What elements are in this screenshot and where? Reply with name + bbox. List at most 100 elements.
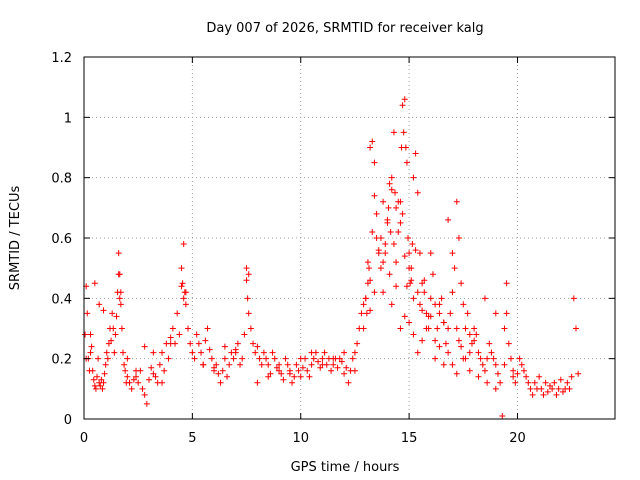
data-point [501,325,508,332]
data-point [380,198,387,205]
data-point [414,189,421,196]
data-point [180,295,187,302]
data-point [176,331,183,338]
data-point [373,210,380,217]
data-point [349,355,356,362]
data-point [267,370,274,377]
data-point [486,340,493,347]
data-point [319,361,326,368]
data-point [393,204,400,211]
data-point [133,367,140,374]
data-point [529,391,536,398]
data-point [224,373,231,380]
data-point [371,289,378,296]
data-point [436,310,443,317]
data-point [557,376,564,383]
data-point [193,331,200,338]
data-point [380,289,387,296]
data-point [540,391,547,398]
data-point [570,295,577,302]
data-point [520,367,527,374]
data-point [330,361,337,368]
data-point [245,310,252,317]
data-point [497,379,504,386]
data-point [165,355,172,362]
data-point [219,367,226,374]
data-point [169,325,176,332]
data-point [112,331,119,338]
data-point [382,241,389,248]
data-point [308,361,315,368]
data-point [555,385,562,392]
data-point [479,361,486,368]
data-point [471,337,478,344]
data-point [386,180,393,187]
data-point [150,349,157,356]
data-point [364,259,371,266]
data-point [399,102,406,109]
data-point [419,337,426,344]
data-point [280,376,287,383]
data-point [338,358,345,365]
x-tick-labels: 0 5 10 15 20 [80,431,526,446]
data-point [133,373,140,380]
data-point [440,361,447,368]
data-point [252,349,259,356]
data-point [111,349,118,356]
data-point [104,355,111,362]
data-point [328,367,335,374]
data-point [97,382,104,389]
data-point [130,376,137,383]
data-point [406,250,413,257]
data-point [445,325,452,332]
data-point [410,295,417,302]
data-point [116,271,123,278]
data-point [256,355,263,362]
data-point [388,301,395,308]
data-point [466,367,473,374]
data-point [494,370,501,377]
x-axis-title: GPS time / hours [291,460,400,475]
data-point [345,379,352,386]
y-tick-label: 1 [64,111,72,126]
x-tick-label: 15 [401,431,418,446]
data-point [527,385,534,392]
data-point [462,325,469,332]
data-point [384,216,391,223]
data-point [490,355,497,362]
data-point [117,289,124,296]
data-point [117,301,124,308]
data-point [139,385,146,392]
data-point [427,250,434,257]
data-point [310,355,317,362]
data-point [217,379,224,386]
data-point [449,361,456,368]
data-point [399,210,406,217]
data-point [544,388,551,395]
data-point [407,280,414,287]
data-point [453,325,460,332]
data-point [82,331,89,338]
x-tick-label: 0 [80,431,88,446]
data-point [358,310,365,317]
data-point [360,301,367,308]
data-point [421,289,428,296]
data-point [341,370,348,377]
data-point [475,373,482,380]
data-point [321,349,328,356]
data-points [82,96,582,419]
data-point [516,355,523,362]
data-point [118,325,125,332]
data-point [182,289,189,296]
data-point [484,355,491,362]
data-point [388,174,395,181]
data-point [484,379,491,386]
data-point [412,150,419,157]
data-point [289,379,296,386]
data-point [481,295,488,302]
data-point [91,280,98,287]
data-point [178,283,185,290]
data-point [191,355,198,362]
data-point [440,319,447,326]
